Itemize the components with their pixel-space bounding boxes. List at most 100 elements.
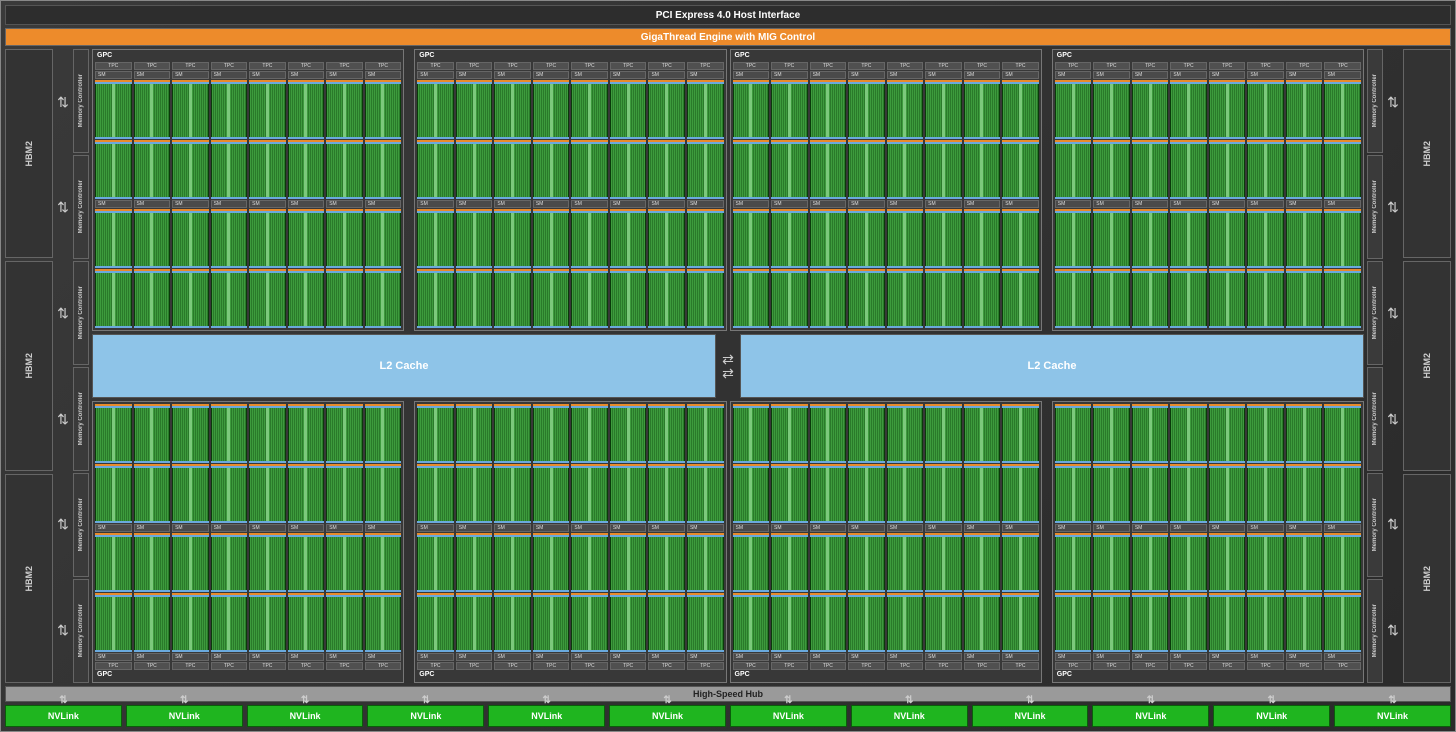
sm-block xyxy=(571,269,608,328)
tpc-header-row: TPCTPCTPCTPCTPCTPCTPCTPC xyxy=(733,662,1039,670)
tpc-label: TPC xyxy=(964,662,1001,670)
sm-block xyxy=(456,80,493,139)
sm-block xyxy=(925,533,962,592)
gpc-half: GPCTPCTPCTPCTPCTPCTPCTPCTPCSMSMSMSMSMSMS… xyxy=(92,49,727,331)
sm-block xyxy=(134,209,171,268)
sm-block xyxy=(810,464,847,523)
tpc-label: TPC xyxy=(848,62,885,70)
tpc-label: TPC xyxy=(417,62,454,70)
sm-block xyxy=(733,533,770,592)
sm-body-row xyxy=(417,404,723,463)
nvlink-label: NVLink xyxy=(48,711,79,721)
sm-block xyxy=(134,269,171,328)
nvlink-label: NVLink xyxy=(531,711,562,721)
sm-block xyxy=(648,533,685,592)
sm-label: SM xyxy=(211,200,248,208)
tpc-label: TPC xyxy=(365,62,402,70)
sm-body-row xyxy=(1055,533,1361,592)
sm-label: SM xyxy=(417,524,454,532)
sm-label: SM xyxy=(610,524,647,532)
sm-body-row xyxy=(417,593,723,652)
nvlink-label: NVLink xyxy=(169,711,200,721)
tpc-label: TPC xyxy=(1055,62,1092,70)
sm-label: SM xyxy=(365,524,402,532)
sm-label: SM xyxy=(1093,71,1130,79)
sm-block xyxy=(494,593,531,652)
sm-label: SM xyxy=(456,71,493,79)
sm-label: SM xyxy=(848,524,885,532)
sm-label: SM xyxy=(365,200,402,208)
tpc-label: TPC xyxy=(687,662,724,670)
sm-block xyxy=(95,140,132,199)
bidir-arrow-icon: ⇅ xyxy=(1387,412,1399,426)
sm-label: SM xyxy=(848,71,885,79)
sm-block xyxy=(733,209,770,268)
sm-label: SM xyxy=(533,71,570,79)
sm-block xyxy=(417,269,454,328)
sm-block xyxy=(533,464,570,523)
sm-block xyxy=(1093,593,1130,652)
sm-label: SM xyxy=(417,71,454,79)
sm-body-row xyxy=(95,533,401,592)
tpc-label: TPC xyxy=(494,662,531,670)
sm-block xyxy=(648,269,685,328)
sm-block xyxy=(964,80,1001,139)
tpc-label: TPC xyxy=(887,62,924,70)
bidir-arrow-icon: ⇅ xyxy=(57,412,69,426)
sm-block xyxy=(249,80,286,139)
sm-block xyxy=(687,269,724,328)
pcie-host-interface: PCI Express 4.0 Host Interface xyxy=(5,5,1451,25)
l2-label: L2 Cache xyxy=(380,360,429,372)
sm-label: SM xyxy=(1324,200,1361,208)
sm-block xyxy=(249,140,286,199)
sm-label: SM xyxy=(610,653,647,661)
sm-block xyxy=(810,404,847,463)
sm-block xyxy=(1286,533,1323,592)
tpc-label: TPC xyxy=(211,662,248,670)
sm-block xyxy=(1170,533,1207,592)
sm-block xyxy=(1132,404,1169,463)
hbm-column-left: HBM2HBM2HBM2 xyxy=(5,49,53,683)
sm-block xyxy=(1324,404,1361,463)
sm-label: SM xyxy=(172,71,209,79)
sm-block xyxy=(456,533,493,592)
sm-body-row xyxy=(733,533,1039,592)
bidir-arrow-icon: ⇅ xyxy=(57,517,69,531)
sm-header-row: SMSMSMSMSMSMSMSM xyxy=(95,71,401,79)
sm-block xyxy=(134,140,171,199)
sm-label: SM xyxy=(771,200,808,208)
sm-body-row xyxy=(95,140,401,199)
sm-header-row: SMSMSMSMSMSMSMSM xyxy=(417,200,723,208)
sm-block xyxy=(733,80,770,139)
sm-block xyxy=(211,593,248,652)
gpc-label: GPC xyxy=(417,671,723,680)
sm-block xyxy=(1002,593,1039,652)
sm-block xyxy=(887,533,924,592)
sm-block xyxy=(1209,269,1246,328)
tpc-label: TPC xyxy=(1286,62,1323,70)
sm-block xyxy=(1209,593,1246,652)
sm-body-row xyxy=(733,209,1039,268)
sm-block xyxy=(1093,404,1130,463)
tpc-label: TPC xyxy=(610,662,647,670)
sm-label: SM xyxy=(964,71,1001,79)
sm-label: SM xyxy=(494,71,531,79)
sm-label: SM xyxy=(494,200,531,208)
sm-body-row xyxy=(417,533,723,592)
sm-label: SM xyxy=(925,200,962,208)
tpc-label: TPC xyxy=(95,662,132,670)
nvlink-block: NVLink xyxy=(488,705,605,727)
tpc-label: TPC xyxy=(687,62,724,70)
sm-block xyxy=(1286,140,1323,199)
sm-block xyxy=(1324,593,1361,652)
memory-controller: Memory Controller xyxy=(73,473,89,577)
sm-label: SM xyxy=(810,71,847,79)
sm-label: SM xyxy=(1132,653,1169,661)
sm-block xyxy=(687,404,724,463)
sm-header-row: SMSMSMSMSMSMSMSM xyxy=(95,653,401,661)
sm-block xyxy=(494,209,531,268)
sm-label: SM xyxy=(95,71,132,79)
sm-label: SM xyxy=(1055,653,1092,661)
sm-block xyxy=(1132,533,1169,592)
sm-label: SM xyxy=(810,200,847,208)
